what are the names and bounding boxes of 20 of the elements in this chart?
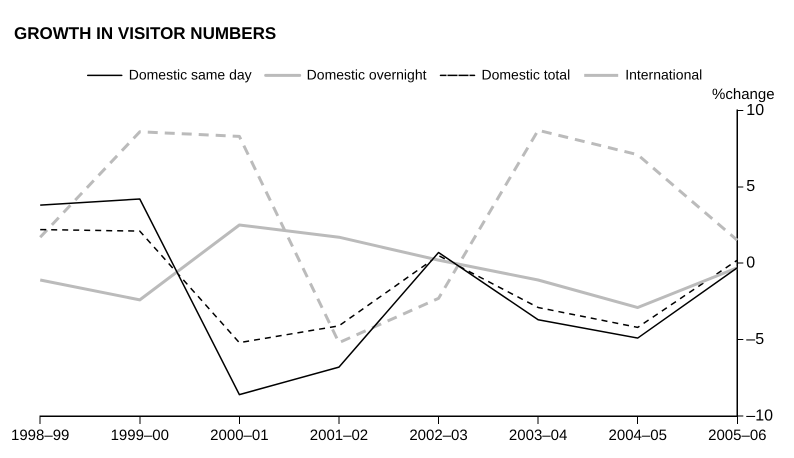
line-series bbox=[38, 128, 739, 344]
y-tick-label: 5 bbox=[746, 178, 756, 196]
y-tick-label: 0 bbox=[746, 254, 756, 272]
x-tick-label: 2002–03 bbox=[409, 427, 468, 444]
x-tick-label: 2001–02 bbox=[310, 427, 368, 444]
y-tick-label: –5 bbox=[746, 331, 764, 348]
x-tick-label: 2004–05 bbox=[608, 427, 667, 444]
legend-label: Domestic total bbox=[482, 66, 570, 82]
legend-label: Domestic same day bbox=[128, 66, 252, 82]
x-tick-label: 2003–04 bbox=[508, 427, 568, 444]
legend-label: International bbox=[625, 66, 702, 82]
legend-label: Domestic overnight bbox=[306, 66, 427, 82]
x-tick-label: 2005–06 bbox=[708, 427, 767, 444]
x-tick-label: 2000–01 bbox=[210, 427, 269, 444]
y-tick-label: 10 bbox=[746, 102, 764, 119]
y-tick-label: –10 bbox=[746, 407, 774, 424]
x-tick-label: 1998–99 bbox=[10, 427, 70, 444]
y-axis-title: %change bbox=[712, 86, 775, 104]
x-tick-label: 1999–00 bbox=[110, 427, 169, 444]
chart-title: GROWTH IN VISITOR NUMBERS bbox=[14, 24, 276, 43]
